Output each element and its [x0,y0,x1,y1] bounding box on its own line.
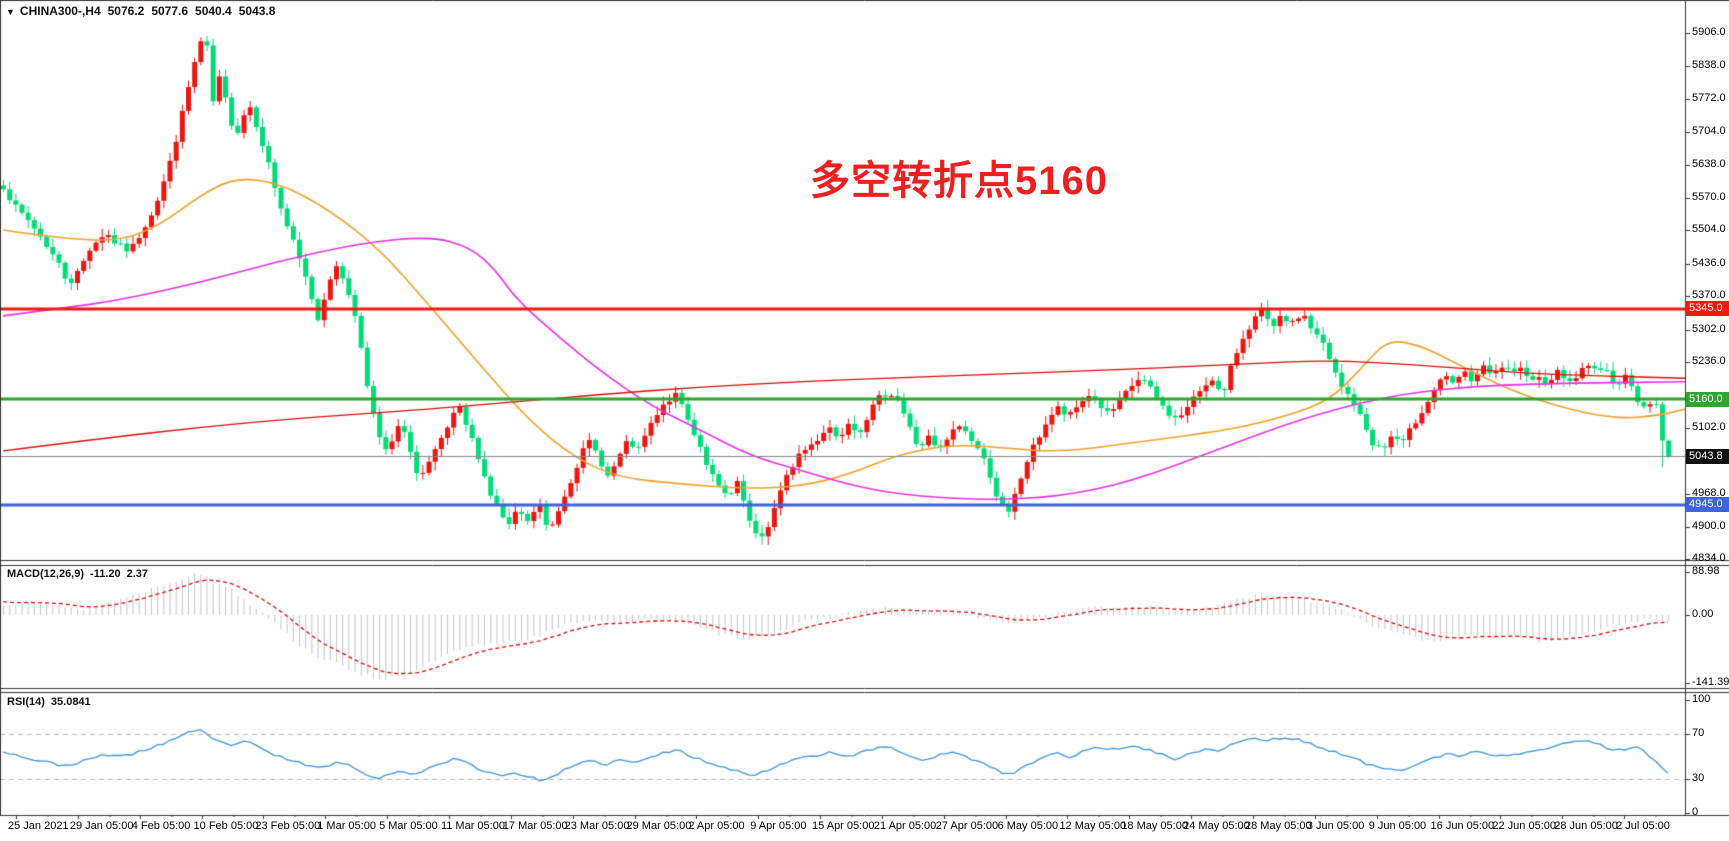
mt4-chart-window: ▼ CHINA300-,H4 5076.2 5077.6 5040.4 5043.8 多空… [0,0,1729,841]
price-chart-canvas[interactable] [0,0,1729,841]
